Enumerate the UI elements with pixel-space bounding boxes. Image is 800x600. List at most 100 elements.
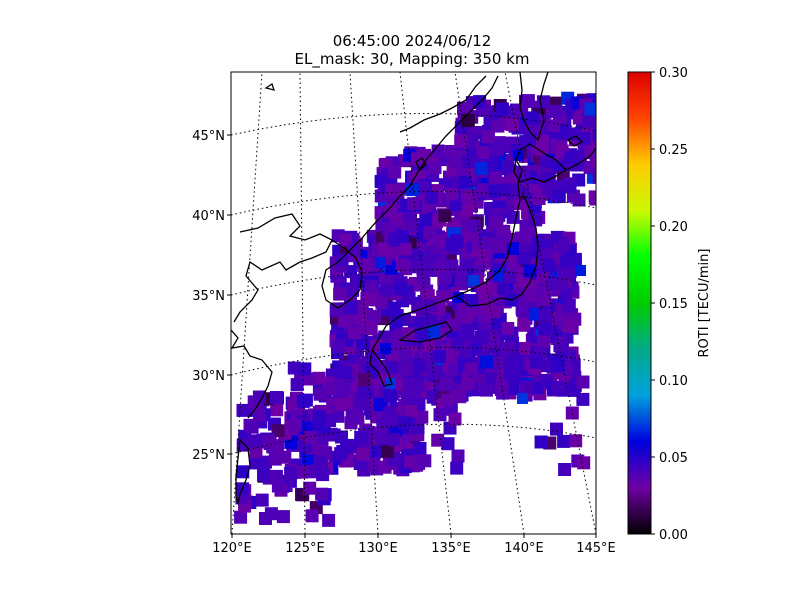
roti-cell <box>551 158 565 172</box>
roti-cell <box>287 361 301 375</box>
roti-cell <box>513 274 527 287</box>
roti-cell <box>312 409 326 423</box>
roti-cell <box>284 467 298 480</box>
roti-cell <box>248 434 261 448</box>
roti-cell <box>556 238 570 252</box>
roti-cell <box>497 183 511 197</box>
roti-cell <box>592 170 596 184</box>
roti-cell <box>412 316 426 330</box>
roti-cell <box>525 111 539 125</box>
roti-cell <box>538 308 552 322</box>
roti-cell <box>236 465 250 479</box>
roti-cell <box>503 270 517 284</box>
colorbar-ticks: 0.00 0.05 0.10 0.15 0.20 0.25 0.30 <box>651 66 688 543</box>
roti-cell <box>403 455 417 469</box>
roti-cell <box>305 509 319 523</box>
roti-cell <box>388 165 402 179</box>
roti-cell <box>552 190 566 203</box>
roti-cell <box>344 301 358 315</box>
roti-cell <box>400 363 413 377</box>
roti-cell <box>298 362 312 376</box>
roti-cell <box>550 357 564 371</box>
colorbar-tick-label: 0.15 <box>659 297 688 312</box>
roti-cell <box>433 257 447 270</box>
roti-cell <box>413 442 427 455</box>
roti-cell <box>549 104 563 118</box>
roti-hotspot <box>517 393 528 404</box>
roti-cell <box>441 437 455 451</box>
roti-cell <box>365 280 378 294</box>
roti-cell <box>584 102 596 116</box>
roti-cell <box>462 154 476 168</box>
roti-cell <box>357 258 371 272</box>
roti-cell <box>557 434 571 448</box>
roti-cell <box>424 314 438 328</box>
roti-cell <box>551 380 565 394</box>
roti-cell <box>357 373 371 387</box>
colorbar: 0.00 0.05 0.10 0.15 0.20 0.25 0.30 ROTI [TECU/… <box>627 66 712 543</box>
roti-cell <box>271 479 285 493</box>
roti-cell <box>346 408 360 422</box>
roti-cell <box>234 510 248 524</box>
roti-cell <box>481 130 495 144</box>
roti-cell <box>559 287 573 301</box>
roti-cell <box>565 406 579 420</box>
x-tick-labels: 120°E 125°E 130°E 135°E 140°E 145°E <box>212 534 616 556</box>
roti-cell <box>333 287 347 301</box>
roti-cell <box>480 355 494 369</box>
roti-cell <box>584 145 596 159</box>
roti-cell <box>398 416 412 430</box>
roti-cell <box>454 268 467 282</box>
y-tick-label: 25°N <box>192 448 225 463</box>
roti-cell <box>474 162 488 175</box>
roti-cell <box>398 242 412 256</box>
roti-cell <box>588 190 596 204</box>
roti-cell <box>489 171 503 185</box>
parallel-line <box>231 190 596 216</box>
roti-cell <box>417 328 431 342</box>
roti-cell <box>421 289 435 303</box>
roti-cell <box>536 95 550 109</box>
roti-cell <box>569 434 583 448</box>
roti-cell <box>576 392 590 406</box>
roti-cell <box>450 337 464 351</box>
roti-cell <box>249 445 263 459</box>
roti-cell <box>303 481 317 495</box>
roti-cell <box>395 230 409 244</box>
roti-cell <box>527 307 541 321</box>
roti-cell <box>354 431 368 444</box>
roti-cell <box>255 493 269 507</box>
roti-cell <box>385 183 399 197</box>
colorbar-label: ROTI [TECU/min] <box>697 249 712 358</box>
roti-cell <box>562 298 576 312</box>
colorbar-tick-label: 0.00 <box>659 528 688 543</box>
roti-cell <box>428 161 442 175</box>
roti-cell <box>423 226 437 240</box>
roti-cell <box>501 341 515 355</box>
roti-cell <box>467 219 481 233</box>
roti-cell <box>245 420 259 434</box>
roti-cell <box>410 260 424 274</box>
roti-cell <box>545 278 559 291</box>
meridian-line <box>349 72 379 534</box>
colorbar-tick-label: 0.05 <box>659 451 688 466</box>
roti-cell <box>538 322 552 336</box>
roti-cell <box>271 439 285 453</box>
roti-cell <box>418 454 432 468</box>
roti-cell <box>496 282 510 296</box>
roti-cell <box>411 421 425 435</box>
roti-cell <box>364 322 378 335</box>
roti-cell <box>313 456 327 470</box>
roti-cell <box>542 181 556 195</box>
roti-hotspot <box>375 257 386 268</box>
y-tick-label: 35°N <box>192 289 225 304</box>
roti-cell <box>563 180 576 194</box>
roti-cell <box>537 335 551 349</box>
roti-cell <box>339 233 353 247</box>
roti-cell <box>424 191 438 204</box>
roti-cell <box>427 325 441 339</box>
roti-cell <box>465 294 479 307</box>
y-tick-label: 40°N <box>192 209 225 224</box>
roti-hotspot <box>380 343 391 354</box>
